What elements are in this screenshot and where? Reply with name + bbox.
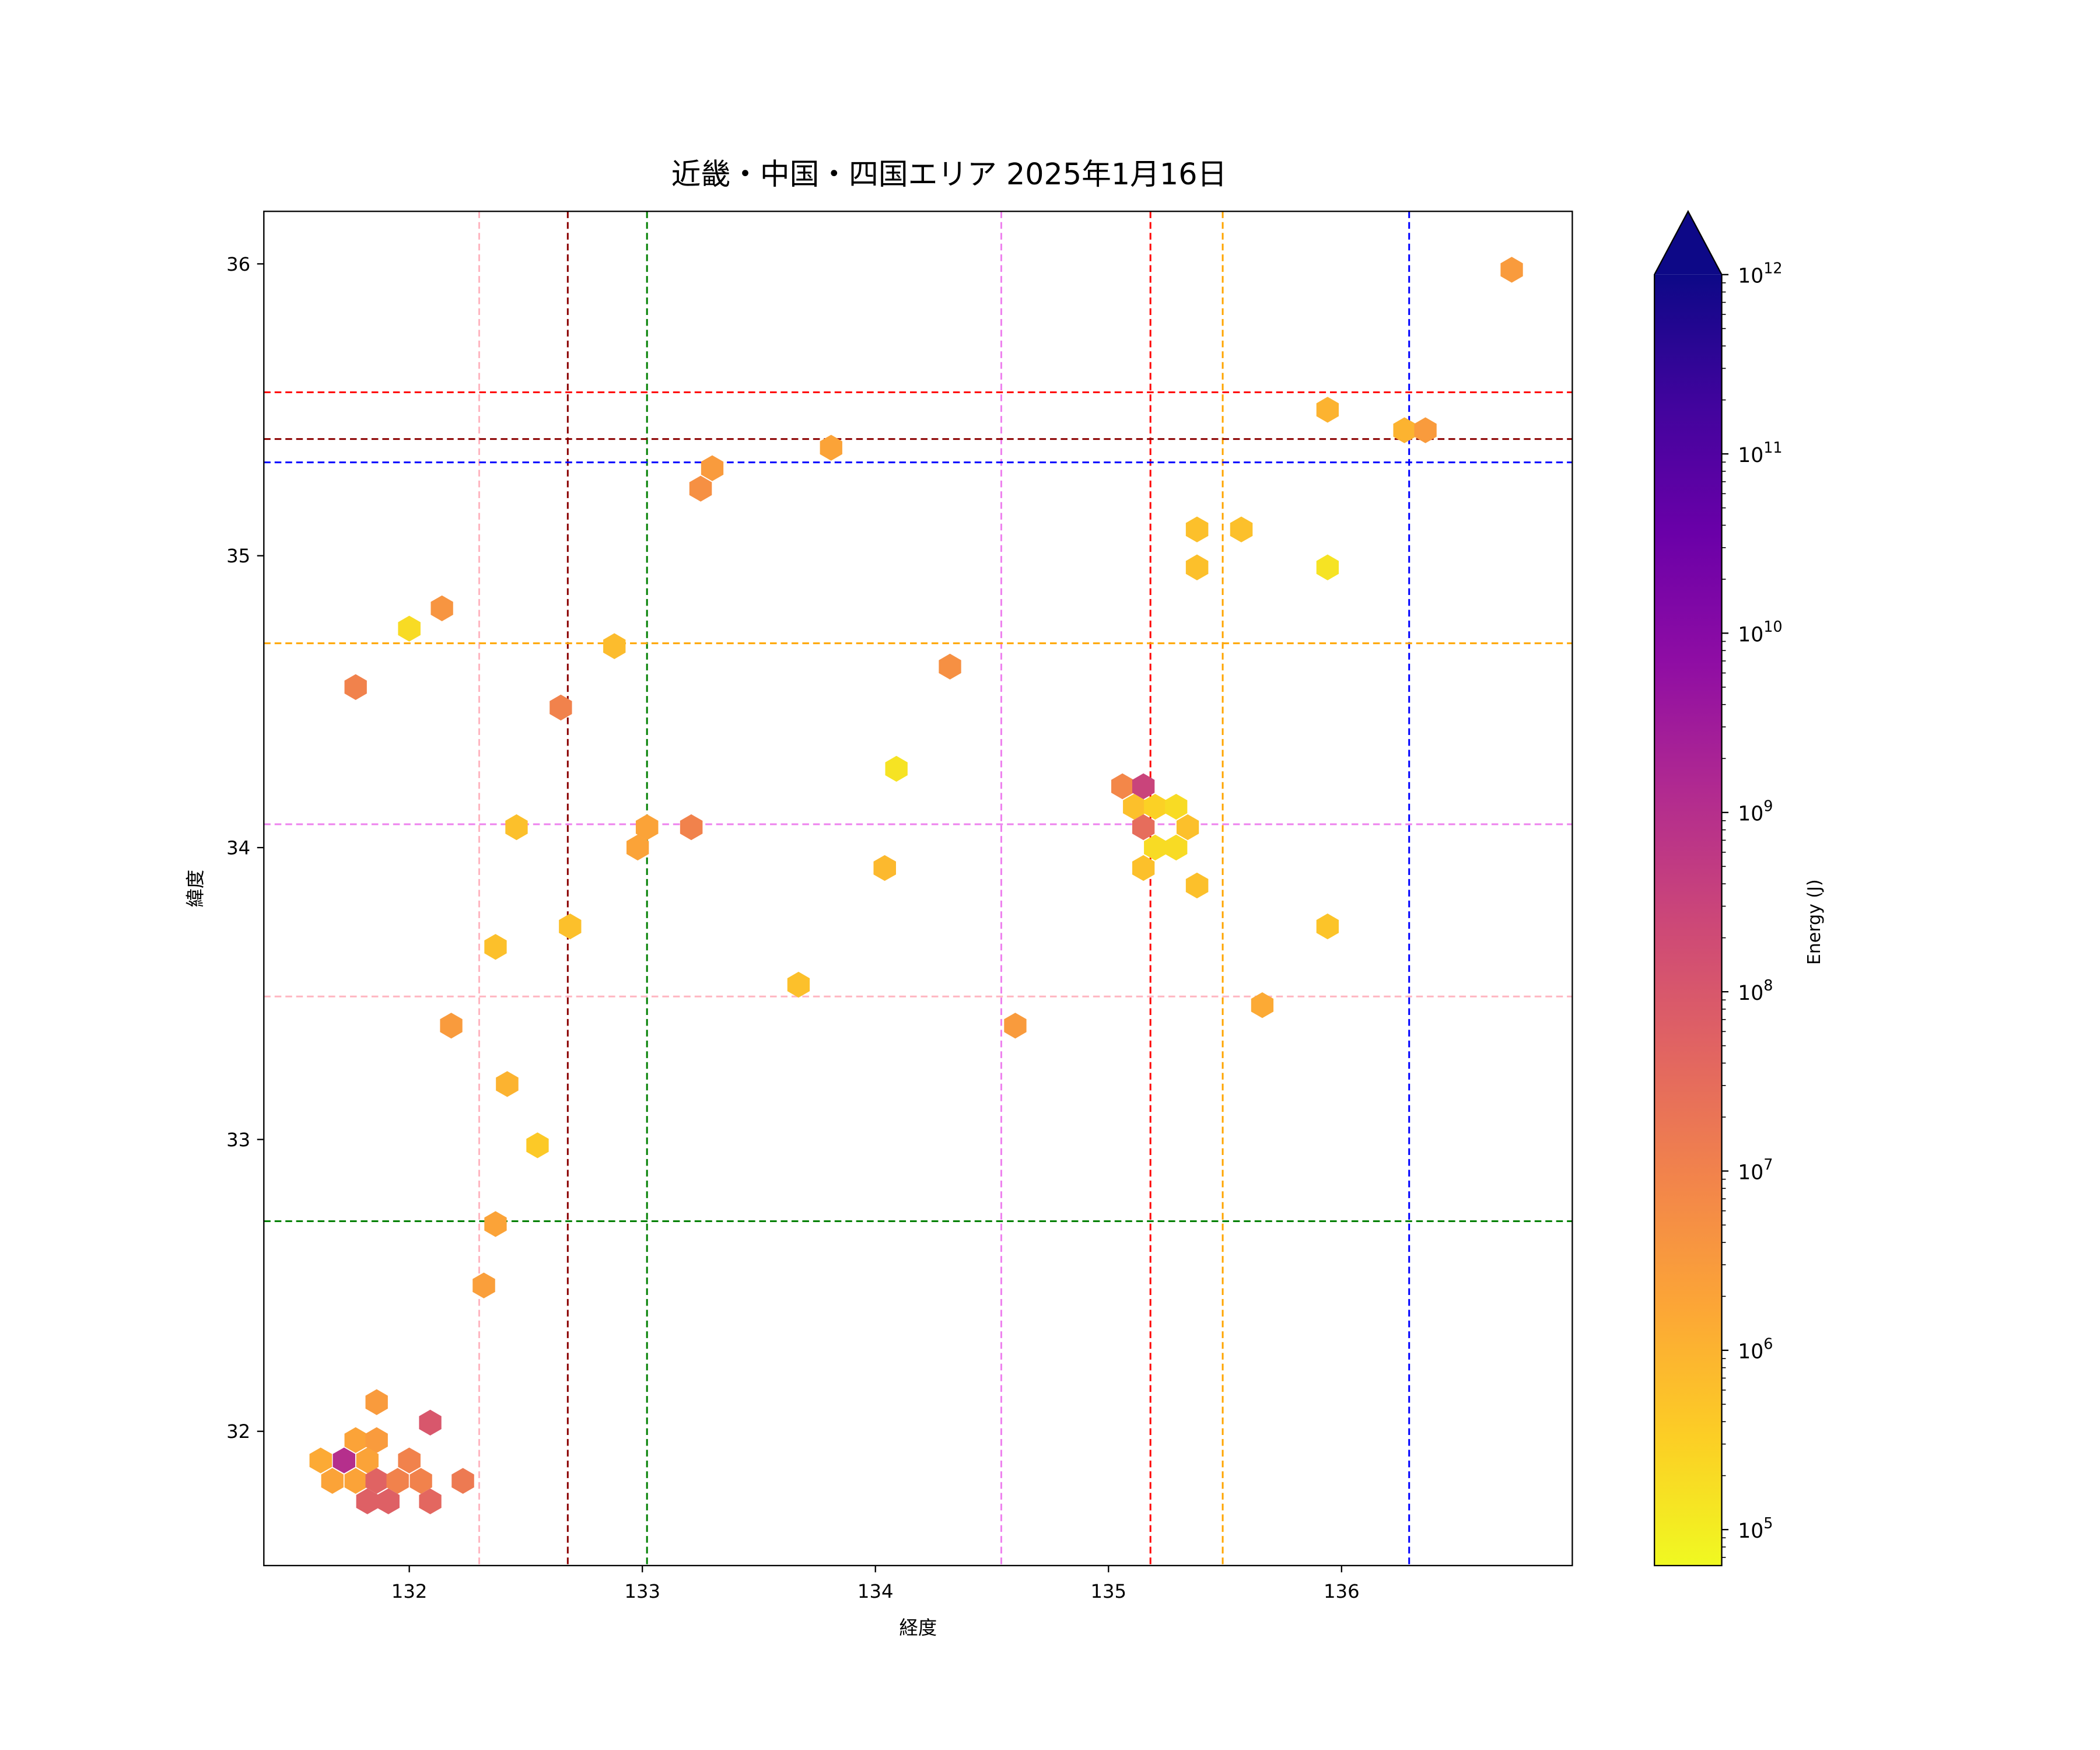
hexbin-cell (1144, 793, 1167, 820)
hexbin-cell (1132, 773, 1155, 800)
x-tick-label: 133 (624, 1580, 660, 1602)
colorbar-tick-label: 1011 (1738, 439, 1782, 467)
hexbin-cell (1500, 257, 1523, 283)
plot-frame (263, 211, 1573, 1566)
hexbin-cell (356, 1488, 379, 1514)
hexbin-cell (1185, 516, 1209, 542)
hexbin-cell (484, 1211, 507, 1237)
hexbin-cell (701, 455, 724, 481)
hexbin-cells (309, 257, 1523, 1514)
hexbin-cell (1230, 516, 1253, 542)
hexbin-cell (1185, 872, 1209, 899)
y-tick-label: 35 (226, 545, 250, 567)
hexbin-cell (419, 1488, 442, 1514)
hexbin-cell (332, 1447, 355, 1474)
hexbin-cell (430, 595, 453, 621)
hexbin-cell (885, 755, 908, 782)
hexbin-cell (505, 814, 528, 841)
colorbar-tick-label: 1012 (1738, 259, 1782, 288)
hexbin-cell (1132, 814, 1155, 841)
hexbin-cell (1165, 834, 1188, 861)
hexbin-cell (1004, 1013, 1027, 1039)
x-axis: 132 133 134 135 136 (391, 1565, 1360, 1602)
hexbin-cell (344, 1427, 367, 1453)
colorbar-gradient (1654, 274, 1722, 1566)
hexbin-cell (321, 1468, 344, 1494)
y-tick-label: 34 (226, 837, 250, 859)
colorbar-ticks: 105 106 107 108 109 1010 1011 1012 (1721, 259, 1783, 1558)
hexbin-cell (344, 674, 367, 700)
colorbar: 105 106 107 108 109 1010 1011 1012 Energy (J) (1653, 209, 1825, 1566)
hexbin-cell (1414, 417, 1437, 443)
hexbin-cell (377, 1488, 400, 1514)
reference-lines (264, 211, 1573, 1566)
hexbin-cell (873, 855, 896, 881)
colorbar-tick-label: 105 (1738, 1514, 1773, 1543)
y-axis: 32 33 34 35 36 (226, 253, 264, 1443)
hexbin-cell (473, 1272, 495, 1298)
colorbar-tick-label: 106 (1738, 1335, 1773, 1364)
hexbin-cell (787, 971, 810, 998)
hexbin-cell (603, 633, 626, 659)
hexbin-cell (1144, 834, 1167, 861)
hexbin-cell (626, 834, 649, 861)
hexbin-cell (1316, 397, 1339, 423)
hexbin-cell (1165, 793, 1188, 820)
colorbar-outline (1653, 209, 1723, 1566)
hexbin-cell (689, 475, 712, 502)
hexbin-cell (1316, 554, 1339, 580)
hexbin-cell (820, 435, 842, 461)
hexbin-cell (1111, 773, 1134, 800)
hexbin-cell (1132, 855, 1155, 881)
hexbin-cell (452, 1468, 474, 1494)
hexbin-cell (386, 1468, 409, 1494)
hexbin-cell (939, 653, 961, 680)
colorbar-tick-label: 1010 (1738, 618, 1782, 646)
x-tick-label: 136 (1324, 1580, 1360, 1602)
hexbin-cell (559, 914, 582, 940)
colorbar-tick-label: 109 (1738, 797, 1773, 825)
hexbin-cell (1123, 793, 1146, 820)
hexbin-cell (440, 1013, 463, 1039)
hexbin-cell (309, 1447, 332, 1474)
hexbin-cell (365, 1427, 388, 1453)
hexbin-cell (365, 1389, 388, 1415)
colorbar-extend-max (1654, 211, 1722, 275)
hexbin-cell (1251, 992, 1274, 1019)
x-tick-label: 132 (391, 1580, 428, 1602)
hexbin-cell (526, 1132, 549, 1158)
hexbin-cell (398, 615, 421, 642)
hexbin-cell (550, 694, 572, 721)
hexbin-cell (1316, 914, 1339, 940)
hexbin-cell (1185, 554, 1209, 580)
y-axis-label: 緯度 (184, 870, 206, 908)
y-tick-label: 36 (226, 253, 250, 275)
y-tick-label: 32 (226, 1420, 250, 1443)
colorbar-tick-label: 108 (1738, 977, 1773, 1005)
hexbin-cell (344, 1468, 367, 1494)
hexbin-cell (419, 1409, 442, 1436)
hexbin-cell (1176, 814, 1199, 841)
chart-title: 近畿・中国・四国エリア 2025年1月16日 (671, 157, 1227, 191)
x-tick-label: 135 (1090, 1580, 1126, 1602)
hexbin-cell (496, 1071, 519, 1097)
hexbin-cell (680, 814, 703, 841)
hexbin-cell (356, 1447, 379, 1474)
hexbin-cell (635, 814, 659, 841)
hexbin-cell (484, 934, 507, 960)
x-axis-label: 経度 (900, 1617, 937, 1639)
hexbin-cell (365, 1468, 388, 1494)
hexbin-cell (398, 1447, 421, 1474)
colorbar-label: Energy (J) (1804, 879, 1825, 965)
x-tick-label: 134 (858, 1580, 894, 1602)
colorbar-tick-label: 107 (1738, 1156, 1773, 1184)
hexbin-cell (1393, 417, 1416, 443)
y-tick-label: 33 (226, 1129, 250, 1151)
hexbin-cell (410, 1468, 432, 1494)
